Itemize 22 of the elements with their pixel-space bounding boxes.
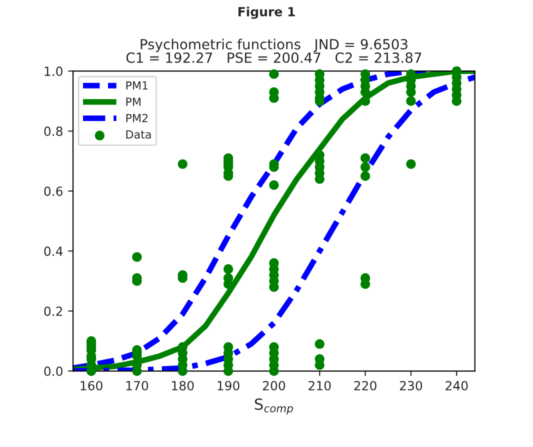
y-tick-label: 0.6 [44,186,63,196]
x-tick-label: 160 [80,380,102,390]
x-tick-label: 200 [262,380,286,390]
y-tick-label: 0.2 [44,306,62,316]
y-tick-label: 0.4 [44,246,63,256]
legend-label: PM [126,98,140,106]
x-tick-label: 210 [308,380,331,390]
caption: Figure 1 [238,6,295,19]
chart-title: Psychometric functions JND = 9.6503 C1 = 192.27 PSE = 200.47 C2 = 213.87 [126,38,422,63]
legend-label: Data [126,130,151,139]
x-tick-label: 180 [172,380,194,390]
x-tick-label: 230 [400,380,422,390]
x-tick-label: 190 [218,380,240,390]
x-axis-title: S$_{comp}$ [254,398,293,414]
x-tick-label: 170 [126,380,148,390]
x-tick-label: 240 [446,380,468,390]
y-tick-label: 1.0 [44,66,62,76]
x-tick-label: 220 [354,380,376,390]
legend-label: PM2 [126,114,148,122]
legend-label: PM1 [126,81,148,90]
y-tick-label: 0.8 [44,126,62,136]
y-tick-label: 0.0 [44,366,62,376]
